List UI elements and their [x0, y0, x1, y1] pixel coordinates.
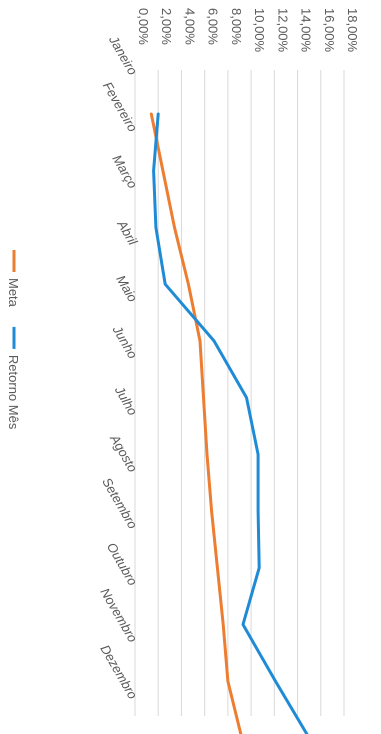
category-label: Julho [111, 383, 140, 418]
category-label: Maio [113, 272, 140, 304]
value-tick-label: 8,00% [229, 8, 244, 45]
category-label: Junho [109, 322, 140, 361]
category-label: Novembro [97, 585, 140, 644]
value-tick-label: 12,00% [275, 8, 290, 53]
value-tick-label: 2,00% [159, 8, 174, 45]
value-axis-labels: 0,00% 2,00% 4,00% 6,00% 8,00% 10,00% 12,00% 14,… [136, 8, 360, 53]
category-label: Dezembro [97, 642, 140, 701]
value-tick-label: 6,00% [206, 8, 221, 45]
value-tick-label: 14,00% [299, 8, 314, 53]
category-label: Abril [114, 217, 141, 249]
category-label: Setembro [99, 475, 140, 531]
category-label: Fevereiro [100, 79, 140, 134]
legend-label: Retorno Mês [6, 355, 21, 430]
value-tick-label: 0,00% [136, 8, 151, 45]
value-tick-label: 10,00% [252, 8, 267, 53]
series-line [149, 112, 243, 734]
value-tick-label: 16,00% [322, 8, 337, 53]
value-tick-label: 4,00% [182, 8, 197, 45]
category-label: Março [109, 152, 140, 191]
series-lines [149, 112, 309, 734]
category-label: Janeiro [106, 32, 141, 77]
legend-label: Meta [6, 278, 21, 308]
value-tick-label: 18,00% [345, 8, 360, 53]
gridlines [134, 70, 345, 716]
series-line [152, 112, 309, 734]
legend: Meta Retorno Mês [6, 250, 21, 430]
